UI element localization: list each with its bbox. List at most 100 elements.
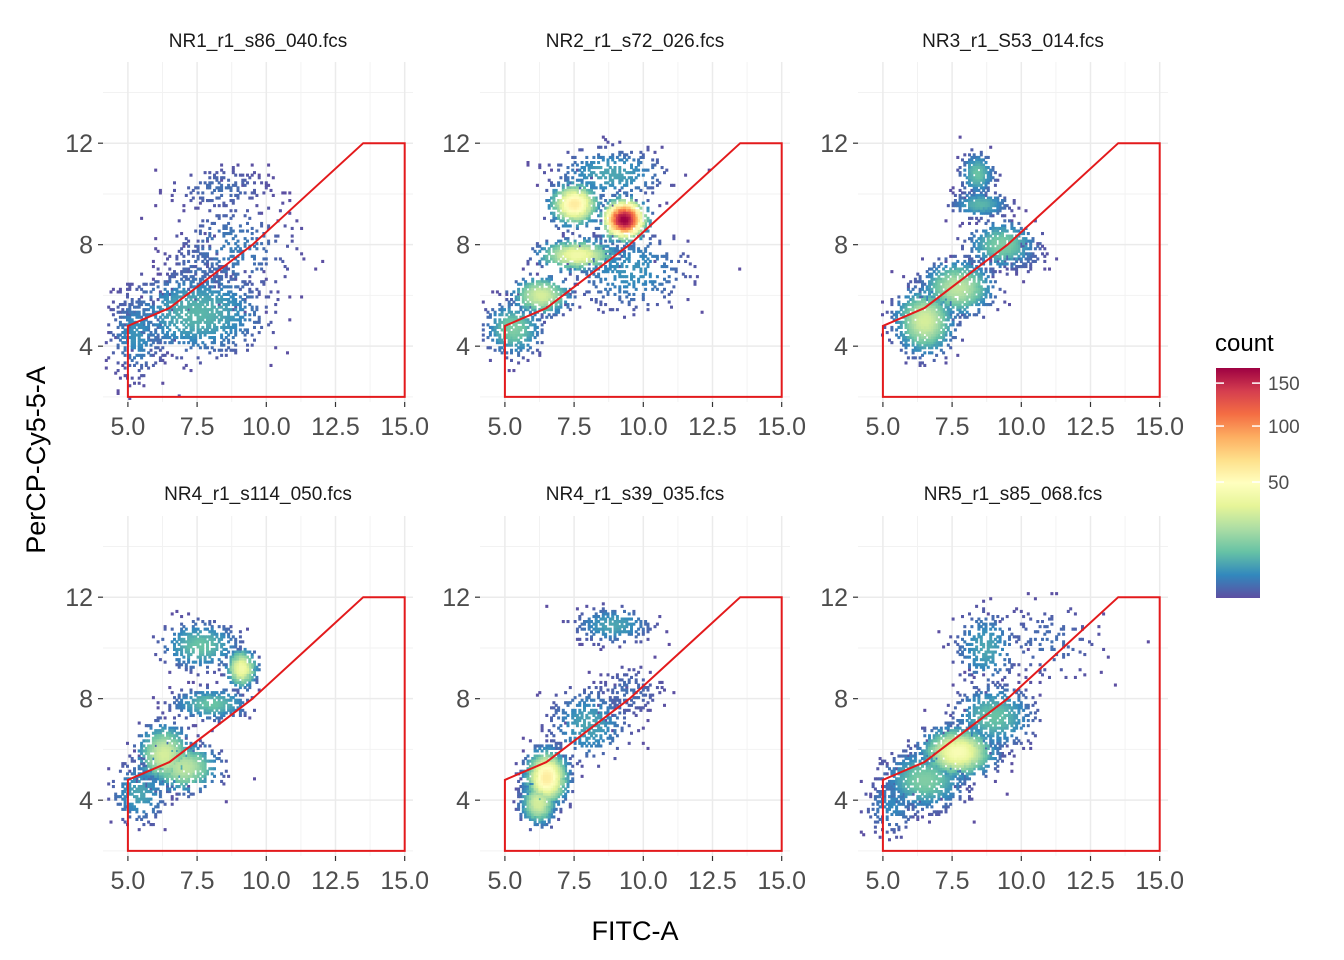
density-cell bbox=[564, 249, 568, 253]
density-cell bbox=[158, 348, 162, 352]
x-tick-label: 10.0 bbox=[619, 413, 668, 441]
density-cell bbox=[116, 333, 120, 337]
density-cell bbox=[191, 290, 195, 294]
density-cell bbox=[189, 318, 193, 322]
density-cell bbox=[243, 333, 247, 337]
density-cell bbox=[578, 252, 582, 256]
density-cell bbox=[970, 303, 974, 307]
density-cell bbox=[116, 802, 120, 806]
density-cell bbox=[255, 237, 259, 241]
density-cell bbox=[547, 287, 551, 291]
density-cell bbox=[977, 242, 981, 246]
density-cell bbox=[953, 277, 957, 281]
density-cell bbox=[592, 191, 596, 195]
density-cell bbox=[554, 308, 558, 312]
density-cell bbox=[531, 333, 535, 337]
density-cell bbox=[627, 224, 631, 228]
density-cell bbox=[958, 171, 962, 175]
density-cell bbox=[1008, 244, 1011, 248]
density-cell bbox=[928, 272, 931, 276]
density-cell bbox=[241, 315, 245, 319]
density-cell bbox=[220, 673, 224, 677]
density-cell bbox=[916, 300, 920, 304]
density-cell bbox=[1024, 239, 1028, 243]
density-cell bbox=[972, 275, 976, 279]
density-cell bbox=[594, 298, 598, 302]
density-cell bbox=[564, 242, 568, 246]
density-cell bbox=[238, 224, 242, 228]
density-cell bbox=[989, 257, 993, 261]
density-cell bbox=[170, 320, 174, 324]
density-cell bbox=[488, 346, 492, 350]
density-cell bbox=[130, 346, 134, 350]
density-cell bbox=[173, 315, 176, 319]
density-cell bbox=[184, 298, 188, 302]
density-cell bbox=[707, 168, 711, 172]
density-cell bbox=[550, 204, 553, 208]
density-cell bbox=[630, 196, 633, 200]
density-cell bbox=[554, 259, 558, 263]
density-cell bbox=[935, 290, 939, 294]
density-cell bbox=[961, 183, 964, 187]
density-cell bbox=[639, 224, 643, 228]
density-cell bbox=[958, 193, 962, 197]
density-cell bbox=[956, 305, 960, 309]
density-cell bbox=[594, 234, 598, 238]
density-cell bbox=[951, 305, 955, 309]
density-cell bbox=[630, 211, 633, 215]
density-cell bbox=[191, 277, 195, 281]
density-cell bbox=[123, 820, 127, 824]
density-cell bbox=[253, 191, 256, 195]
density-cell bbox=[630, 232, 633, 236]
density-cell bbox=[949, 298, 953, 302]
density-cell bbox=[554, 310, 558, 314]
density-cell bbox=[902, 343, 906, 347]
density-cell bbox=[290, 239, 294, 243]
density-cell bbox=[238, 708, 242, 712]
density-cell bbox=[163, 252, 167, 256]
density-cell bbox=[648, 275, 652, 279]
density-cell bbox=[147, 724, 151, 728]
density-cell bbox=[904, 318, 908, 322]
density-cell bbox=[646, 265, 650, 269]
density-cell bbox=[166, 315, 169, 319]
density-cell bbox=[189, 325, 193, 329]
density-cell bbox=[583, 168, 586, 172]
density-cell bbox=[968, 287, 971, 291]
density-cell bbox=[599, 155, 603, 159]
density-cell bbox=[210, 313, 214, 317]
density-cell bbox=[575, 216, 579, 220]
density-cell bbox=[604, 267, 608, 271]
density-cell bbox=[250, 226, 254, 230]
density-cell bbox=[606, 163, 610, 167]
density-cell bbox=[510, 338, 513, 342]
density-cell bbox=[573, 239, 577, 243]
density-cell bbox=[170, 292, 174, 296]
density-cell bbox=[972, 270, 976, 274]
density-cell bbox=[1010, 226, 1014, 230]
density-cell bbox=[535, 290, 539, 294]
density-cell bbox=[639, 216, 643, 220]
density-cell bbox=[939, 313, 943, 317]
density-cell bbox=[1017, 206, 1021, 210]
y-tick-label: 8 bbox=[79, 232, 93, 260]
density-cell bbox=[658, 242, 662, 246]
density-cell bbox=[538, 353, 542, 357]
density-cell bbox=[243, 282, 247, 286]
density-cell bbox=[191, 341, 195, 345]
density-cell bbox=[140, 325, 144, 329]
density-cell bbox=[510, 343, 513, 347]
density-cell bbox=[970, 300, 974, 304]
density-cell bbox=[194, 298, 198, 302]
density-cell bbox=[300, 226, 304, 230]
density-cell bbox=[163, 645, 167, 649]
density-cell bbox=[930, 320, 934, 324]
density-cell bbox=[533, 300, 537, 304]
density-cell bbox=[514, 325, 518, 329]
density-cell bbox=[984, 155, 988, 159]
density-cell bbox=[578, 148, 582, 152]
density-cell bbox=[278, 209, 282, 213]
density-cell bbox=[618, 298, 622, 302]
density-cell bbox=[170, 640, 174, 644]
density-cell bbox=[611, 193, 615, 197]
